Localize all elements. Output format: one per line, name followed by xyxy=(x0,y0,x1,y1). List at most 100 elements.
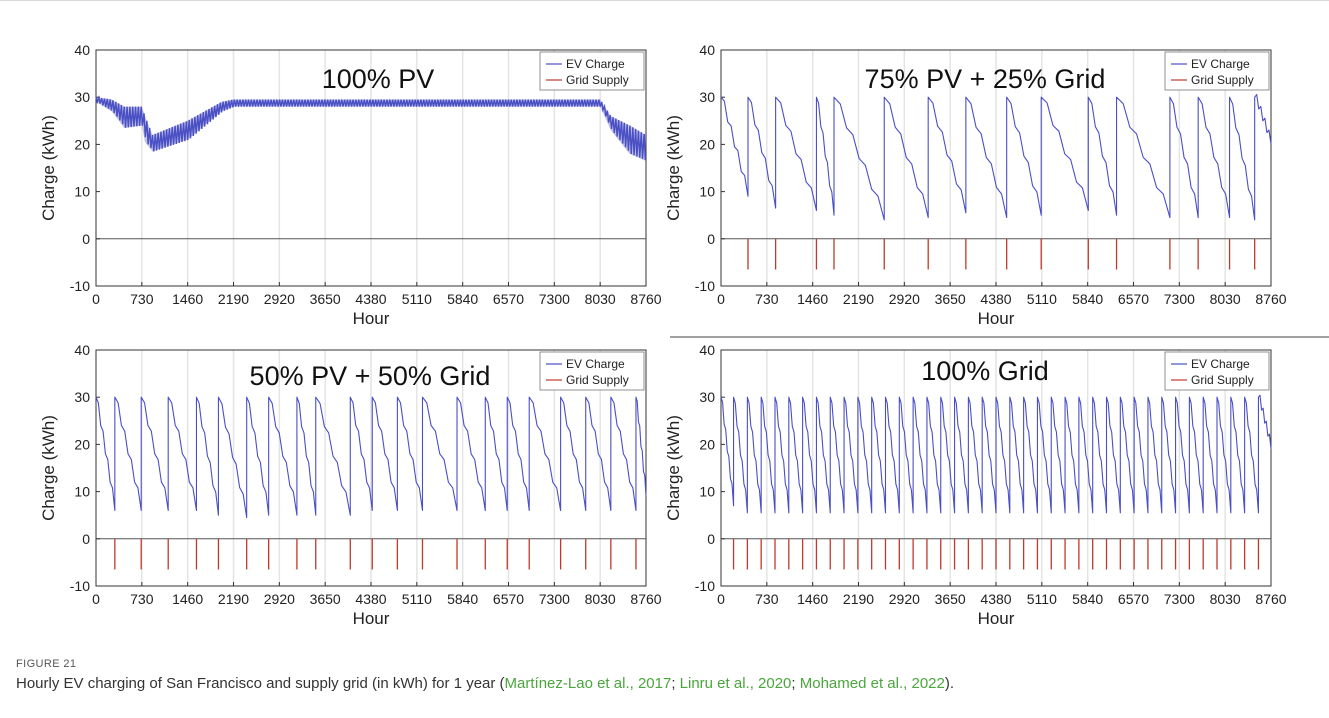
figure-caption: FIGURE 21 Hourly EV charging of San Fran… xyxy=(16,658,1316,694)
citation-link[interactable]: Mohamed et al., 2022 xyxy=(799,675,945,692)
x-tick-label: 2190 xyxy=(218,291,249,307)
y-tick-label: 20 xyxy=(74,136,90,152)
ev-charge-line xyxy=(720,94,1272,221)
x-tick-label: 8030 xyxy=(585,291,616,307)
x-tick-label: 6570 xyxy=(1118,591,1149,607)
x-tick-label: 2920 xyxy=(264,291,295,307)
panel-title: 100% Grid xyxy=(921,356,1049,386)
figure-label: FIGURE 21 xyxy=(16,658,77,670)
y-tick-label: 30 xyxy=(699,389,715,405)
ev-charge-line xyxy=(95,396,647,519)
x-axis-label: Hour xyxy=(978,309,1015,328)
y-tick-label: 40 xyxy=(699,42,715,58)
legend: EV Charge Grid Supply xyxy=(539,51,645,91)
x-tick-label: 5840 xyxy=(1072,591,1103,607)
y-tick-label: -10 xyxy=(70,278,90,294)
x-tick-label: 4380 xyxy=(980,591,1011,607)
y-tick-label: 40 xyxy=(699,342,715,358)
citation-link[interactable]: Martínez-Lao et al., 2017 xyxy=(504,675,672,692)
chart-panel: 0 730 1460 2190 2920 3650 4380 5110 5840 6570 7300… xyxy=(664,342,1287,628)
panel-title: 100% PV xyxy=(322,64,435,94)
x-tick-label: 7300 xyxy=(1164,591,1195,607)
chart-panel: 0 730 1460 2190 2920 3650 4380 5110 5840 6570 7300… xyxy=(39,342,662,628)
x-tick-label: 730 xyxy=(755,591,779,607)
citation-separator: ; xyxy=(791,675,800,692)
y-tick-label: 20 xyxy=(699,136,715,152)
caption-suffix: ). xyxy=(944,675,955,692)
citation-link[interactable]: Linru et al., 2020 xyxy=(679,675,792,692)
x-axis-label: Hour xyxy=(978,609,1015,628)
caption-prefix: Hourly EV charging of San Francisco and … xyxy=(16,675,505,692)
x-tick-label: 2920 xyxy=(889,591,920,607)
x-tick-label: 0 xyxy=(717,591,725,607)
chart-panel: 0 730 1460 2190 2920 3650 4380 5110 5840 6570 7300… xyxy=(664,42,1287,328)
x-tick-label: 5840 xyxy=(1072,291,1103,307)
x-tick-label: 3650 xyxy=(310,591,341,607)
y-tick-label: 30 xyxy=(74,389,90,405)
y-axis-label: Charge (kWh) xyxy=(39,115,58,221)
x-tick-label: 5110 xyxy=(1027,291,1057,307)
x-tick-label: 2920 xyxy=(889,291,920,307)
x-tick-label: 4380 xyxy=(355,291,386,307)
x-tick-label: 730 xyxy=(755,291,779,307)
x-tick-label: 3650 xyxy=(935,591,966,607)
ev-charge-line xyxy=(720,394,1272,514)
chart-panel: 0 730 1460 2190 2920 3650 4380 5110 5840 6570 7300… xyxy=(39,42,662,328)
x-tick-label: 5110 xyxy=(402,291,432,307)
y-tick-label: 20 xyxy=(699,436,715,452)
x-tick-label: 8760 xyxy=(630,291,661,307)
legend-box xyxy=(1164,351,1270,391)
x-tick-label: 8030 xyxy=(585,591,616,607)
x-tick-label: 5840 xyxy=(447,291,478,307)
x-tick-label: 7300 xyxy=(539,591,570,607)
y-axis-label: Charge (kWh) xyxy=(664,115,683,221)
x-tick-label: 730 xyxy=(130,591,154,607)
x-tick-label: 7300 xyxy=(539,291,570,307)
x-tick-label: 1460 xyxy=(797,591,828,607)
x-tick-label: 8030 xyxy=(1210,591,1241,607)
panel-title: 50% PV + 50% Grid xyxy=(250,361,491,391)
y-tick-label: 0 xyxy=(707,531,715,547)
x-tick-label: 0 xyxy=(92,291,100,307)
top-divider xyxy=(0,0,1329,1)
x-tick-label: 6570 xyxy=(1118,291,1149,307)
y-tick-label: 20 xyxy=(74,436,90,452)
legend-label: EV Charge xyxy=(566,357,625,371)
legend-box xyxy=(539,351,645,391)
legend: EV Charge Grid Supply xyxy=(1164,51,1270,91)
x-tick-label: 6570 xyxy=(493,591,524,607)
y-tick-label: -10 xyxy=(70,578,90,594)
y-tick-label: 10 xyxy=(74,184,90,200)
y-tick-label: 10 xyxy=(74,484,90,500)
y-tick-label: 30 xyxy=(699,89,715,105)
legend-label: Grid Supply xyxy=(566,73,629,87)
x-tick-label: 3650 xyxy=(935,291,966,307)
y-tick-label: 30 xyxy=(74,89,90,105)
y-tick-label: -10 xyxy=(695,278,715,294)
legend-box xyxy=(1164,51,1270,91)
y-tick-label: 0 xyxy=(82,531,90,547)
legend-label: Grid Supply xyxy=(566,373,629,387)
y-tick-label: 0 xyxy=(82,231,90,247)
legend: EV Charge Grid Supply xyxy=(1164,351,1270,391)
y-axis-label: Charge (kWh) xyxy=(664,415,683,521)
x-axis-label: Hour xyxy=(353,609,390,628)
chart-panels: 0 730 1460 2190 2920 3650 4380 5110 5840 6570 7300… xyxy=(39,42,1329,628)
x-tick-label: 8760 xyxy=(1255,291,1286,307)
y-tick-label: 0 xyxy=(707,231,715,247)
x-tick-label: 7300 xyxy=(1164,291,1195,307)
legend-label: EV Charge xyxy=(1191,357,1250,371)
x-tick-label: 2920 xyxy=(264,591,295,607)
x-tick-label: 5840 xyxy=(447,591,478,607)
legend-box xyxy=(539,51,645,91)
legend-label: Grid Supply xyxy=(1191,373,1254,387)
y-tick-label: 10 xyxy=(699,484,715,500)
legend-label: EV Charge xyxy=(566,57,625,71)
y-tick-label: -10 xyxy=(695,578,715,594)
citation-separator: ; xyxy=(671,675,680,692)
x-tick-label: 8760 xyxy=(630,591,661,607)
caption-text: Hourly EV charging of San Francisco and … xyxy=(16,674,1316,694)
x-tick-label: 0 xyxy=(717,291,725,307)
x-tick-label: 2190 xyxy=(843,591,874,607)
